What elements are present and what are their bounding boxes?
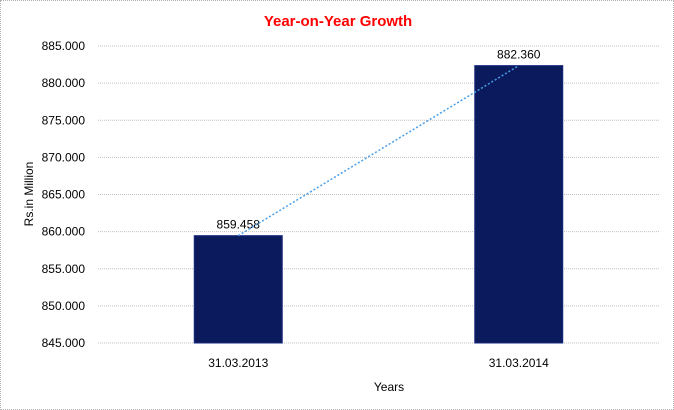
- y-tick-label: 870.000: [42, 150, 86, 164]
- data-label: 882.360: [497, 48, 541, 62]
- y-tick-label: 865.000: [42, 188, 86, 202]
- y-tick-label: 885.000: [42, 39, 86, 53]
- bar: [474, 65, 564, 344]
- data-label: 859.458: [217, 218, 261, 232]
- y-tick-label: 875.000: [42, 113, 86, 127]
- y-axis-label: Rs.in Million: [22, 162, 36, 227]
- trendline: [237, 64, 520, 237]
- bar: [193, 235, 283, 344]
- y-tick-label: 860.000: [42, 225, 86, 239]
- y-tick-label: 880.000: [42, 76, 86, 90]
- y-tick-label: 850.000: [42, 299, 86, 313]
- chart-title: Year-on-Year Growth: [264, 13, 412, 30]
- x-tick-label: 31.03.2014: [489, 356, 549, 370]
- x-axis-label: Years: [374, 380, 404, 394]
- y-tick-label: 855.000: [42, 262, 86, 276]
- x-tick-label: 31.03.2013: [208, 356, 268, 370]
- y-tick-label: 845.000: [42, 336, 86, 350]
